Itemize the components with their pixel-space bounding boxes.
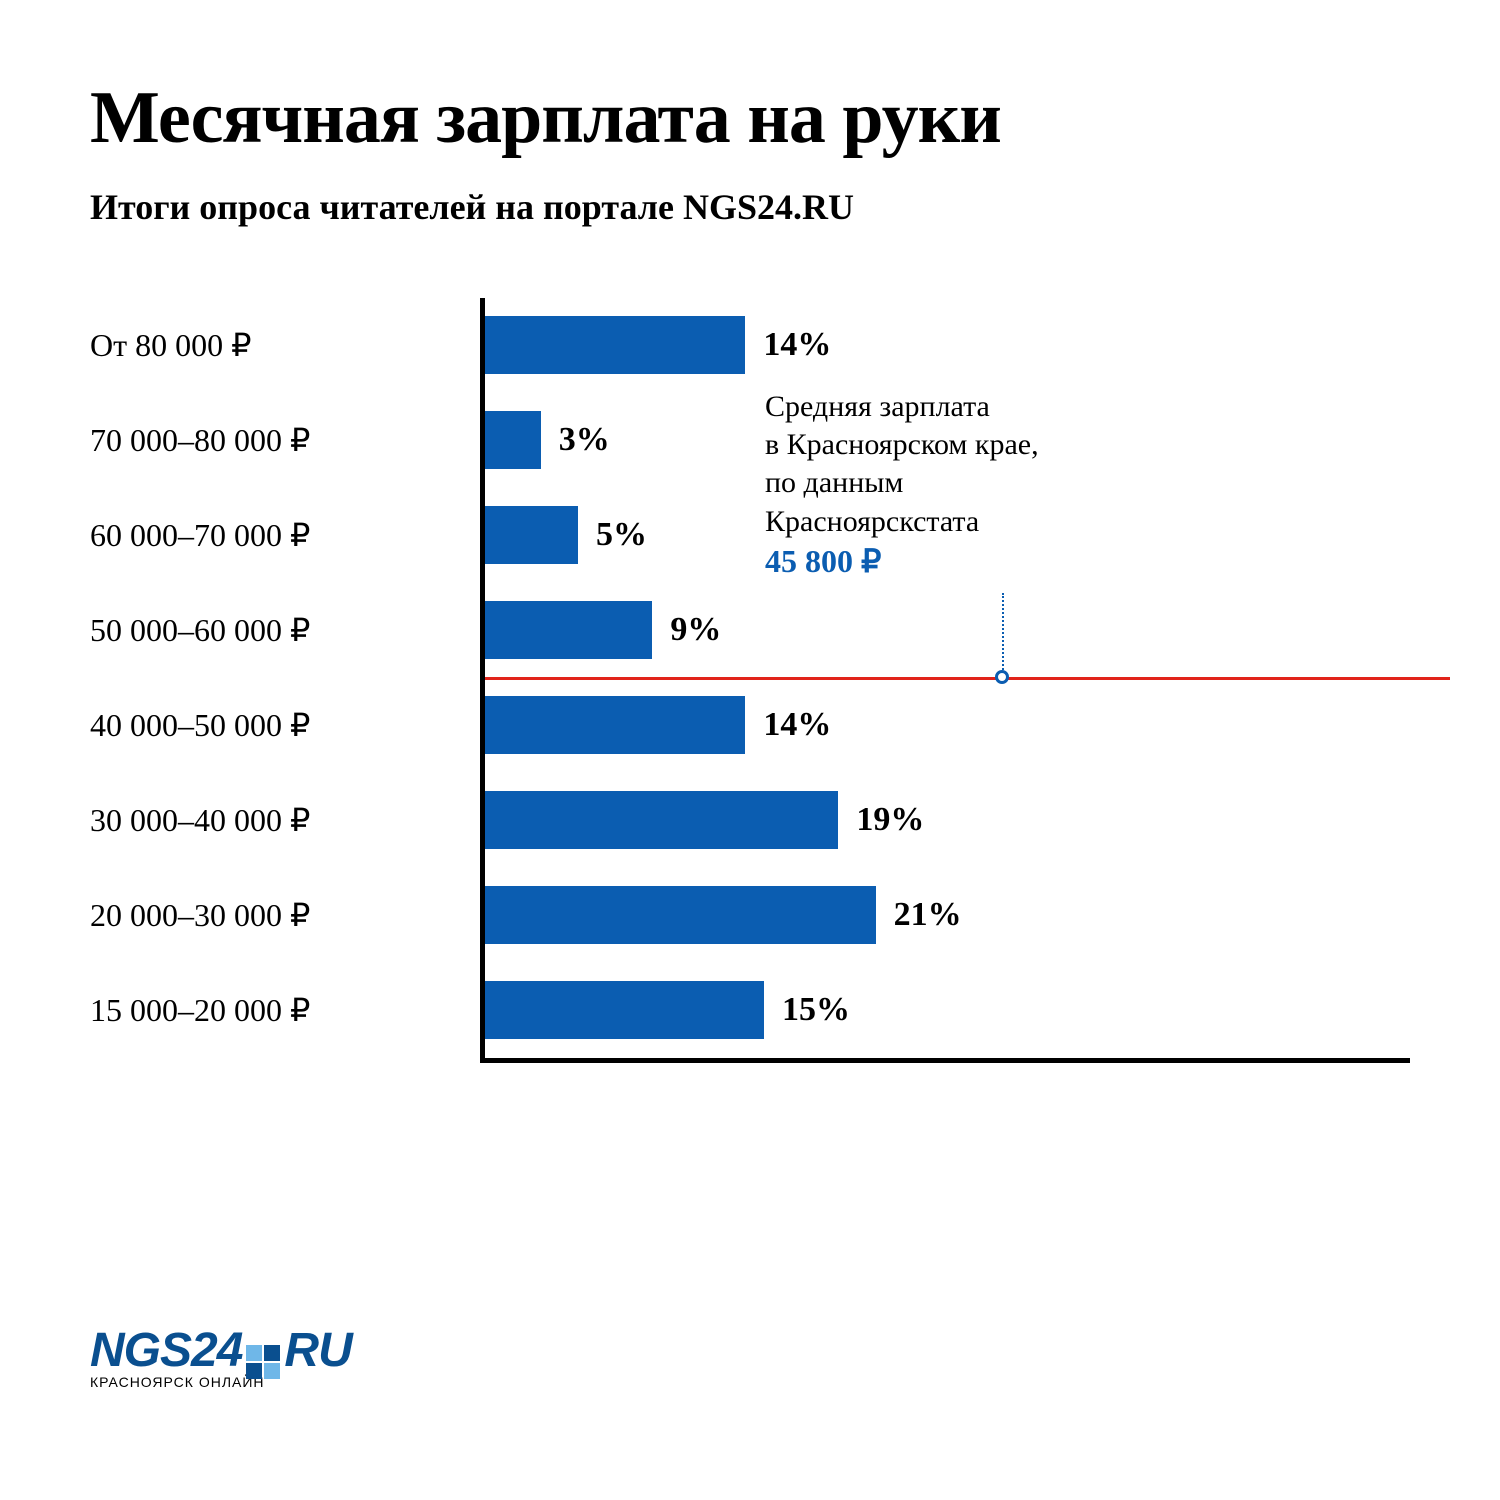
chart-bar-value: 14% (763, 706, 831, 744)
chart-row: 14% (485, 678, 1410, 773)
chart-row-label: 30 000–40 000 ₽ (90, 773, 480, 868)
chart-bar-value: 15% (782, 991, 850, 1029)
page-title: Месячная зарплата на руки (90, 80, 1410, 158)
chart-bar-value: 5% (596, 516, 647, 554)
chart-row-label: 40 000–50 000 ₽ (90, 678, 480, 773)
chart-row: 9% (485, 583, 1410, 678)
page-subtitle: Итоги опроса читателей на портале NGS24.… (90, 186, 1410, 228)
chart-bar (485, 791, 838, 849)
salary-bar-chart: От 80 000 ₽70 000–80 000 ₽60 000–70 000 … (90, 298, 1410, 1063)
chart-bar (485, 696, 745, 754)
chart-bar (485, 316, 745, 374)
chart-row: 21% (485, 868, 1410, 963)
annotation-line: по данным (765, 464, 1039, 502)
chart-row-label: 60 000–70 000 ₽ (90, 488, 480, 583)
chart-labels-column: От 80 000 ₽70 000–80 000 ₽60 000–70 000 … (90, 298, 480, 1063)
chart-row: 15% (485, 963, 1410, 1058)
annotation-line: Средняя зарплата (765, 388, 1039, 426)
reference-line (485, 677, 1450, 680)
chart-row-label: 70 000–80 000 ₽ (90, 393, 480, 488)
chart-row-label: 15 000–20 000 ₽ (90, 963, 480, 1058)
annotation-line: в Красноярском крае, (765, 426, 1039, 464)
reference-dot (995, 670, 1009, 684)
chart-bar (485, 506, 578, 564)
chart-bar (485, 411, 541, 469)
logo-left: NGS24 (90, 1323, 242, 1378)
chart-row: 19% (485, 773, 1410, 868)
chart-bar-value: 19% (856, 801, 924, 839)
chart-row: 14% (485, 298, 1410, 393)
chart-bar (485, 886, 876, 944)
chart-bar-value: 9% (670, 611, 721, 649)
logo-main-text: NGS24 RU (90, 1323, 352, 1378)
annotation-value: 45 800 ₽ (765, 541, 1039, 582)
site-logo: NGS24 RU КРАСНОЯРСК ОНЛАЙН (90, 1323, 352, 1390)
chart-row-label: 20 000–30 000 ₽ (90, 868, 480, 963)
logo-right: RU (284, 1323, 351, 1378)
chart-bar-value: 14% (763, 326, 831, 364)
logo-square-icon (246, 1336, 280, 1370)
chart-bar-value: 3% (559, 421, 610, 459)
reference-dash (1002, 593, 1004, 678)
chart-bar (485, 981, 764, 1039)
chart-bars-column: 14% 3% 5% 9% 14% 19% 21% 15% Средняя зарплатав К… (480, 298, 1410, 1063)
annotation-line: Красноярскстата (765, 503, 1039, 541)
chart-bar (485, 601, 652, 659)
reference-annotation: Средняя зарплатав Красноярском крае,по д… (765, 388, 1039, 583)
chart-bar-value: 21% (894, 896, 962, 934)
chart-row-label: От 80 000 ₽ (90, 298, 480, 393)
chart-row-label: 50 000–60 000 ₽ (90, 583, 480, 678)
